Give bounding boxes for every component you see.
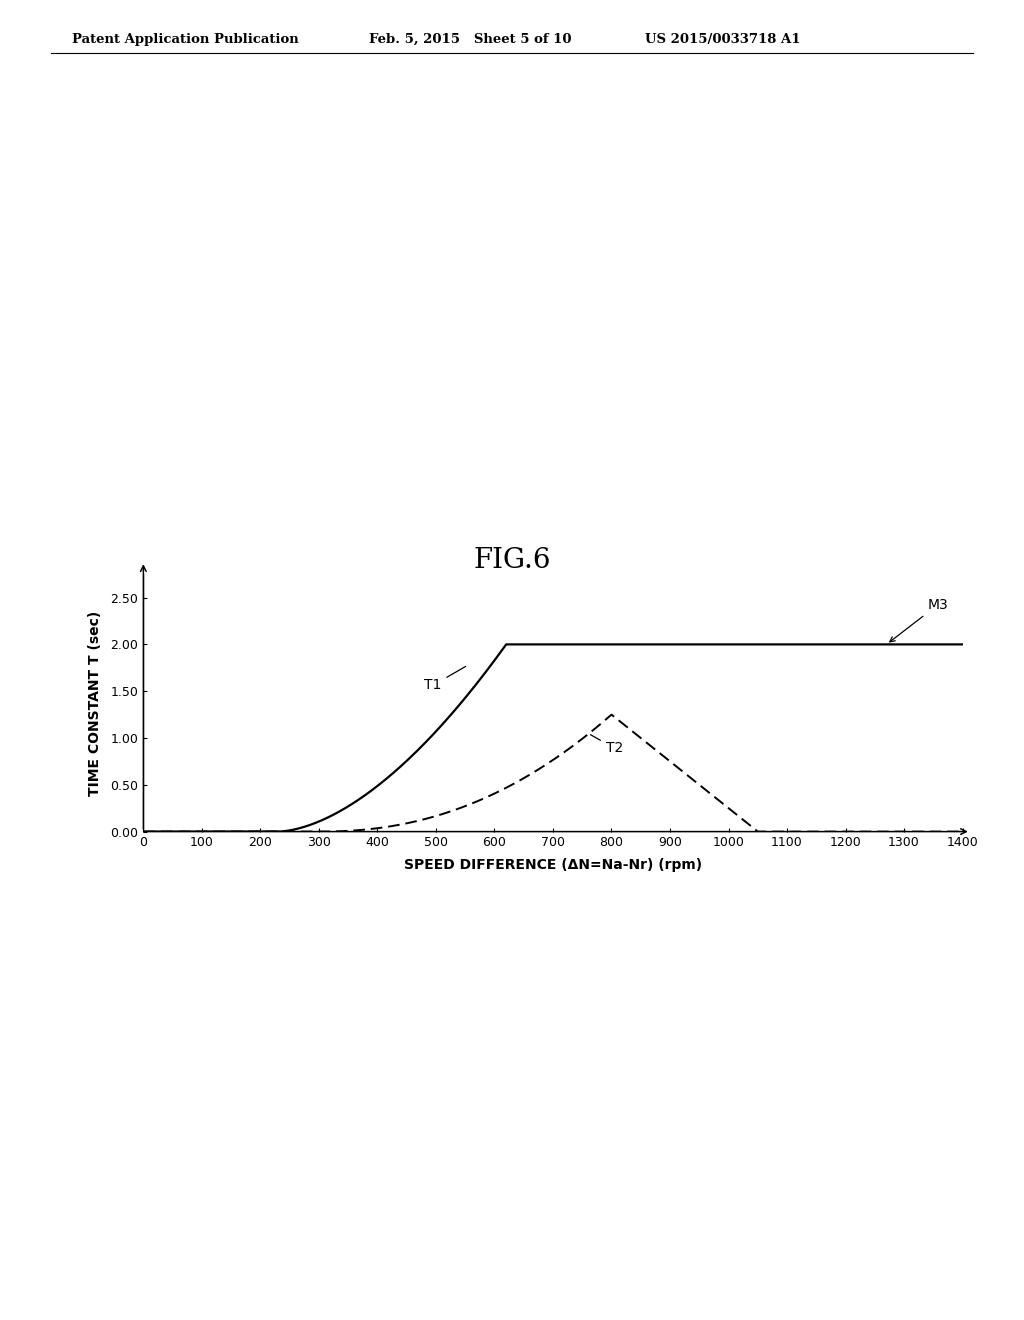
Text: Feb. 5, 2015   Sheet 5 of 10: Feb. 5, 2015 Sheet 5 of 10	[369, 33, 571, 46]
Text: T1: T1	[424, 667, 466, 692]
Text: T2: T2	[591, 735, 623, 755]
Y-axis label: TIME CONSTANT T (sec): TIME CONSTANT T (sec)	[88, 610, 102, 796]
Text: M3: M3	[890, 598, 948, 642]
Text: Patent Application Publication: Patent Application Publication	[72, 33, 298, 46]
Text: US 2015/0033718 A1: US 2015/0033718 A1	[645, 33, 801, 46]
X-axis label: SPEED DIFFERENCE (ΔN=Na-Nr) (rpm): SPEED DIFFERENCE (ΔN=Na-Nr) (rpm)	[403, 858, 702, 871]
Text: FIG.6: FIG.6	[473, 548, 551, 574]
